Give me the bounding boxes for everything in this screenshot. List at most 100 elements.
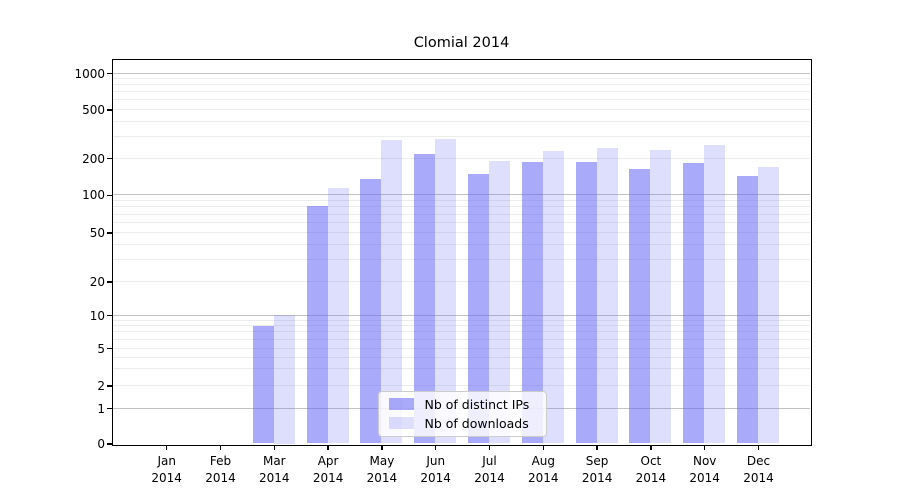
bar-nb-of-distinct-ips-sep [575, 162, 597, 444]
bar-nb-of-distinct-ips-dec [737, 175, 758, 444]
y-tick-label-5: 5 [97, 341, 105, 356]
bar-nb-of-distinct-ips-aug [521, 161, 543, 444]
x-tick-label-dec: Dec 2014 [732, 453, 786, 486]
bar-nb-of-downloads-aug [542, 151, 564, 444]
bar-nb-of-distinct-ips-oct [629, 168, 651, 444]
x-tick-mark [542, 445, 544, 450]
legend-swatch-downloads [388, 416, 414, 430]
y-tick-label-2: 2 [97, 379, 105, 393]
x-tick-mark [435, 445, 437, 450]
x-tick-mark [704, 445, 706, 450]
legend-label-downloads: Nb of downloads [424, 415, 529, 431]
bar-nb-of-distinct-ips-jun [414, 153, 436, 444]
x-tick-label-aug: Aug 2014 [516, 453, 570, 486]
x-tick-label-oct: Oct 2014 [624, 453, 678, 486]
x-tick-year: 2014 [528, 470, 559, 485]
minor-gridline [112, 319, 810, 321]
minor-gridline [112, 385, 810, 386]
minor-gridline [112, 325, 810, 327]
y-tick-mark [107, 72, 112, 75]
x-tick-mark [757, 445, 760, 450]
y-tick-mark [107, 385, 112, 387]
minor-gridline [112, 338, 810, 340]
x-tick-label-feb: Feb 2014 [194, 453, 248, 486]
major-gridline [112, 194, 810, 196]
chart-title: Clomial 2014 [413, 35, 510, 51]
major-gridline [112, 72, 810, 74]
legend-row-downloads: Nb of downloads [388, 415, 538, 431]
y-tick-label-1000: 1000 [74, 66, 105, 81]
y-tick-mark [107, 314, 112, 317]
x-tick-mark [219, 445, 222, 450]
bar-nb-of-distinct-ips-mar [252, 325, 274, 444]
bar-nb-of-distinct-ips-jul [468, 173, 489, 444]
x-tick-month: Jun [426, 454, 446, 468]
y-tick-mark [107, 232, 112, 234]
y-tick-mark [107, 281, 112, 283]
x-tick-month: Apr [317, 454, 339, 468]
minor-gridline [112, 136, 810, 138]
x-tick-year: 2014 [205, 470, 236, 485]
minor-gridline [112, 243, 810, 245]
minor-gridline [112, 78, 810, 80]
x-tick-month: Sep [585, 454, 609, 468]
x-tick-mark [166, 445, 168, 450]
x-tick-mark [381, 445, 383, 450]
y-tick-mark [107, 157, 112, 160]
y-tick-label-20: 20 [89, 275, 105, 289]
x-tick-year: 2014 [743, 470, 774, 485]
y-tick-label-0: 0 [97, 437, 105, 451]
bar-nb-of-downloads-mar [273, 315, 295, 444]
minor-gridline [112, 99, 810, 101]
minor-gridline [112, 109, 810, 110]
legend-swatch-distinct-ips [388, 397, 414, 411]
bar-nb-of-distinct-ips-may [360, 178, 382, 444]
minor-gridline [112, 347, 810, 349]
x-tick-month: Jan [157, 454, 176, 468]
bar-nb-of-downloads-may [381, 140, 403, 444]
y-tick-label-1: 1 [97, 401, 105, 416]
x-tick-year: 2014 [366, 470, 398, 485]
x-tick-label-mar: Mar 2014 [247, 453, 301, 486]
y-tick-mark [107, 443, 112, 445]
minor-gridline [112, 232, 810, 233]
x-tick-month: Nov [692, 454, 717, 468]
y-tick-mark [107, 347, 112, 350]
bar-nb-of-downloads-jun [435, 138, 457, 444]
bar-nb-of-downloads-nov [704, 145, 726, 444]
bar-nb-of-downloads-oct [650, 150, 672, 444]
x-tick-month: Feb [209, 454, 232, 468]
minor-gridline [112, 331, 810, 333]
minor-gridline [112, 206, 810, 208]
x-tick-year: 2014 [581, 470, 613, 485]
minor-gridline [112, 91, 810, 93]
minor-gridline [112, 213, 810, 215]
y-tick-mark [107, 109, 112, 111]
x-tick-year: 2014 [420, 470, 451, 485]
bar-nb-of-distinct-ips-nov [683, 162, 705, 444]
y-tick-label-10: 10 [89, 308, 105, 323]
x-tick-year: 2014 [151, 470, 182, 485]
minor-gridline [112, 281, 810, 282]
y-tick-label-200: 200 [82, 151, 105, 166]
x-tick-mark [273, 445, 275, 450]
x-tick-label-may: May 2014 [355, 453, 409, 486]
bar-nb-of-distinct-ips-apr [306, 205, 328, 444]
x-tick-year: 2014 [259, 470, 290, 485]
y-tick-mark [107, 194, 112, 196]
x-tick-month: Aug [531, 454, 556, 468]
minor-gridline [112, 200, 810, 202]
y-tick-mark [107, 407, 112, 410]
legend: Nb of distinct IPs Nb of downloads [377, 390, 547, 437]
minor-gridline [112, 84, 810, 86]
bar-nb-of-downloads-sep [596, 147, 618, 444]
x-tick-year: 2014 [474, 470, 505, 485]
minor-gridline [112, 120, 810, 122]
x-tick-month: May [369, 454, 395, 468]
y-tick-label-100: 100 [82, 188, 105, 203]
plot-area: Nb of distinct IPs Nb of downloads [111, 58, 812, 446]
x-tick-label-nov: Nov 2014 [678, 453, 732, 486]
x-tick-mark [650, 445, 652, 450]
x-tick-month: Dec [746, 454, 771, 468]
